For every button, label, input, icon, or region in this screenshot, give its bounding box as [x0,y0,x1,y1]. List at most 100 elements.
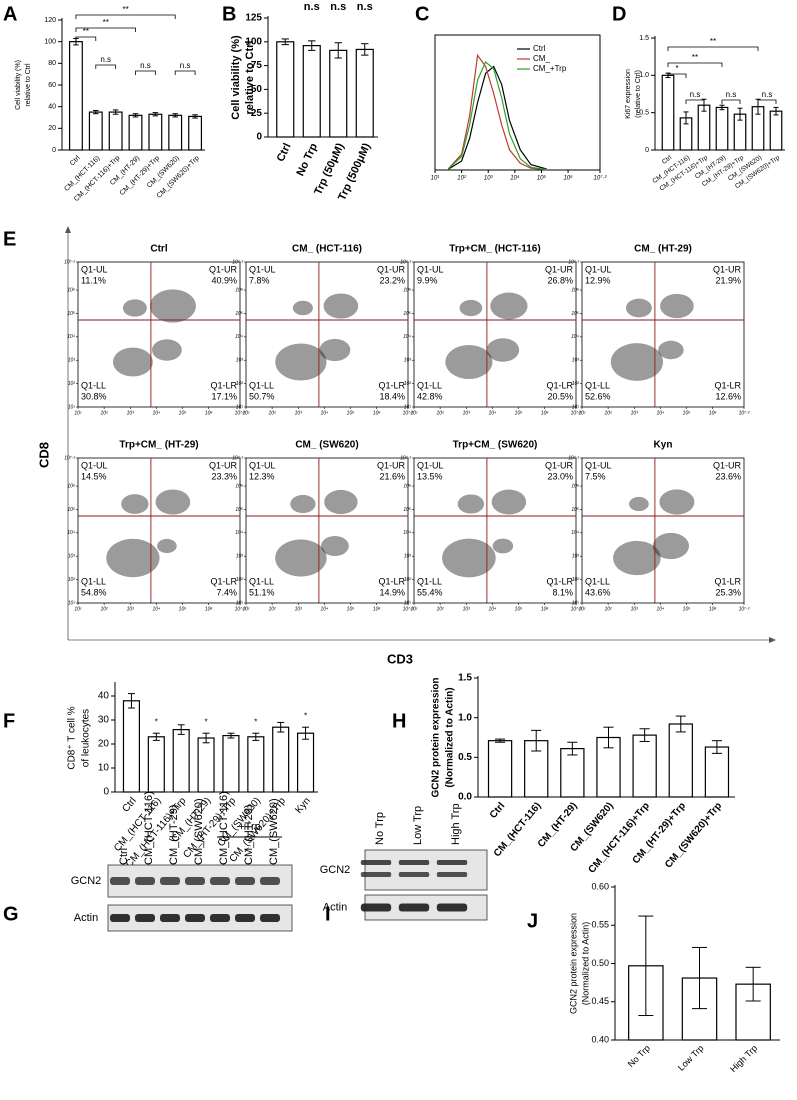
x-tick-label: 10⁶ [541,410,549,416]
significance-label: n.s [100,55,111,64]
plot-title: CM_ (SW620) [295,440,358,451]
y-axis-label: CD8⁺ T cell % [67,706,78,769]
y-tick-label: 10² [572,381,580,387]
y-tick-label: 0.45 [591,996,609,1006]
quadrant-percent: 11.1% [81,275,106,285]
event-cloud [121,494,149,514]
quadrant-percent: 23.3% [211,471,237,481]
quadrant-name: Q1-LL [249,380,274,390]
significance-label: * [205,717,208,726]
lane-label: No Trp [374,812,386,845]
quadrant-name: Q1-UR [377,264,406,274]
panel-label: J [527,910,538,932]
blot-band [210,914,230,922]
row-label: Actin [323,901,347,913]
x-tick-label: No Trp [295,141,321,178]
quadrant-name: Q1-UR [545,460,574,470]
quadrant-name: Q1-UR [713,460,742,470]
quadrant-percent: 18.4% [379,391,405,401]
arrow-head [65,226,71,233]
x-tick-label: 10² [269,606,277,612]
quadrant-percent: 30.8% [81,391,107,401]
y-tick-label: 50 [251,84,263,95]
bar [88,111,103,151]
significance-label: n.s [357,1,373,13]
y-tick-label: 10¹ [572,600,580,606]
significance-bracket [667,46,759,51]
y-tick-label: 10⁷·² [232,259,243,265]
x-tick-label: 10⁴ [657,410,665,416]
quadrant-percent: 23.0% [547,471,573,481]
y-tick-label: 10² [572,577,580,583]
event-cloud [321,535,349,557]
y-tick-label: 10² [68,577,76,583]
y-tick-label: 10² [404,381,412,387]
significance-label: ** [83,27,89,36]
x-tick-label: CM_(HCT-116) [63,155,101,193]
x-axis-label: CD3 [387,651,413,666]
y-tick-label: 10³ [68,358,76,364]
x-tick-label: 10⁴ [153,410,161,416]
y-axis-label: relative to Ctrl [25,63,32,107]
y-tick-label: 10⁵ [67,507,75,513]
blot-band [436,860,468,865]
y-tick-label: 80 [48,60,56,67]
bar [276,41,295,138]
significance-label: n.s [330,1,346,13]
bar [297,732,315,793]
y-tick-label: 10⁵ [571,311,579,317]
blot-band [235,914,255,922]
quadrant-name: Q1-UL [81,460,108,470]
event-cloud [275,343,327,381]
event-cloud [652,532,690,560]
x-tick-label: 10⁵ [347,410,355,416]
x-tick-label: 10¹ [242,606,250,612]
y-tick-label: 1.5 [458,673,472,684]
x-tick-label: 10³ [463,410,471,416]
plot-title: CM_ (HCT-116) [292,244,362,255]
quadrant-name: Q1-UL [249,460,276,470]
significance-label: n.s [762,90,773,99]
bar [197,737,215,793]
x-tick-label: 10⁵ [347,606,355,612]
y-tick-label: 0.55 [591,920,609,930]
x-tick-label: 10² [605,410,613,416]
x-tick-label: Ctrl [488,800,508,820]
x-tick-label: 10⁷·² [235,606,246,612]
blot-band [160,877,180,885]
y-tick-label: 10² [404,577,412,583]
quadrant-name: Q1-UL [585,264,612,274]
quadrant-percent: 54.8% [81,587,107,597]
x-tick-label: 10⁷·² [403,410,414,416]
plot-title: Trp+CM_ (SW620) [453,440,538,451]
y-tick-label: 0.60 [591,881,609,891]
y-tick-label: 10 [98,763,110,774]
y-axis-label: GCN2 protein expression [568,913,578,1014]
event-cloud [442,538,496,578]
quadrant-percent: 14.5% [81,471,107,481]
x-tick-label: 10⁵ [179,606,187,612]
y-tick-label: 10⁷·² [400,259,411,265]
panel-label: I [325,903,331,925]
quadrant-name: Q1-LL [249,576,274,586]
event-cloud [492,538,514,554]
y-tick-label: 10⁵ [67,311,75,317]
quadrant-percent: 12.9% [585,275,611,285]
y-tick-label: 75 [251,60,263,71]
blot-band [185,877,205,885]
x-tick-label: 10¹ [74,606,82,612]
event-cloud [660,293,694,319]
x-tick-label: 10³ [295,606,303,612]
x-tick-label: 10⁷·² [739,606,750,612]
x-tick-label: 10⁶ [205,410,213,416]
quadrant-name: Q1-UR [209,264,238,274]
y-tick-label: 0 [103,787,109,798]
blot-band [360,903,392,912]
quadrant-percent: 26.8% [547,275,573,285]
x-tick-label: 10² [457,176,467,182]
significance-bracket [685,99,705,104]
y-tick-label: 40 [48,104,56,111]
x-tick-label: 10⁶ [541,606,549,612]
lane-label: CM_(HCT-116) [143,791,155,865]
y-tick-label: 10¹ [236,404,244,410]
